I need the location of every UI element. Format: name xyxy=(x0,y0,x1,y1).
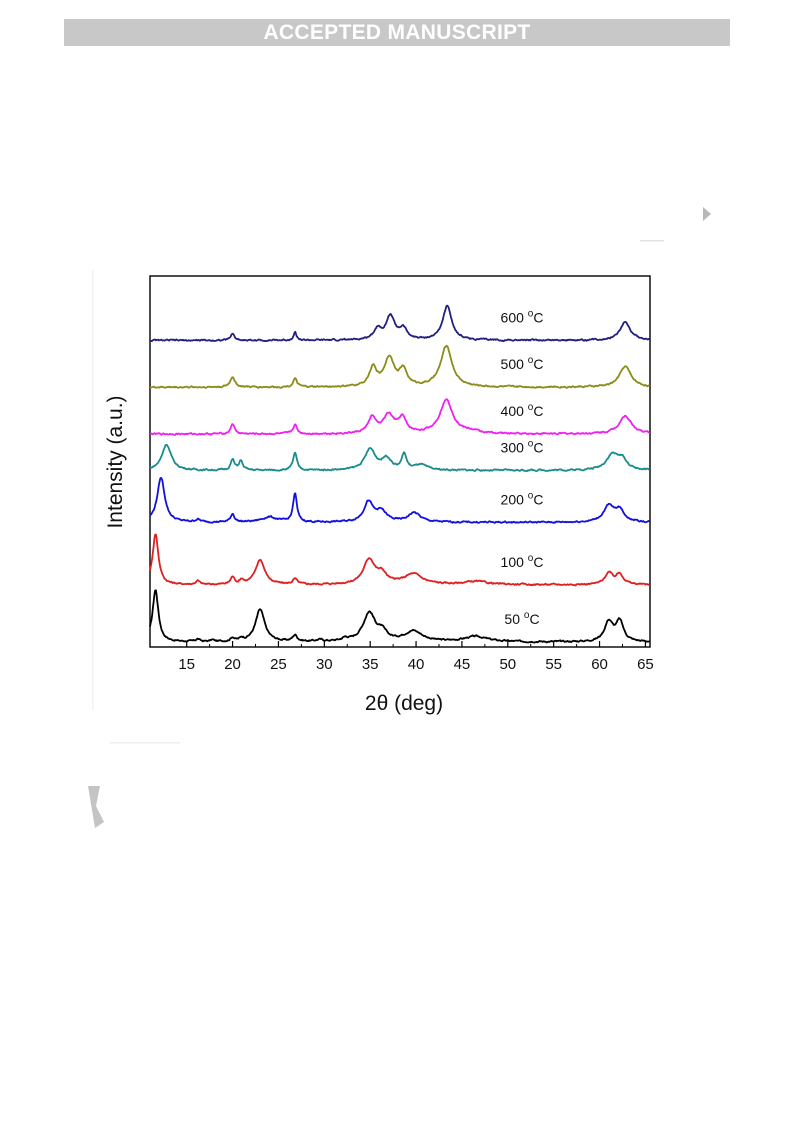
x-tick-label: 30 xyxy=(316,656,333,673)
x-tick-label: 25 xyxy=(270,656,287,673)
x-axis-tick-labels: 15 20 25 30 35 40 45 50 55 60 65 xyxy=(178,656,653,673)
x-axis-title: 2θ (deg) xyxy=(365,692,443,715)
x-tick-label: 35 xyxy=(362,656,379,673)
series-line-600c xyxy=(149,304,651,343)
series-label-500c: 500 oC xyxy=(501,355,544,372)
scan-artifacts xyxy=(88,207,711,828)
x-axis-ticks xyxy=(186,641,647,647)
series-label-600c: 600 oC xyxy=(501,308,544,325)
y-axis-title: Intensity (a.u.) xyxy=(104,395,127,528)
series-line-300c xyxy=(149,444,651,473)
x-tick-label: 15 xyxy=(178,656,195,673)
series-line-100c xyxy=(149,533,650,587)
series-line-50c xyxy=(149,589,651,644)
series-label-200c: 200 oC xyxy=(501,490,544,507)
series-lines xyxy=(149,304,651,644)
x-tick-label: 50 xyxy=(499,656,516,673)
x-tick-label: 45 xyxy=(454,656,471,673)
series-label-50c: 50 oC xyxy=(504,610,539,627)
series-label-100c: 100 oC xyxy=(501,553,544,570)
x-tick-label: 60 xyxy=(591,656,608,673)
x-tick-label: 20 xyxy=(224,656,241,673)
series-line-400c xyxy=(149,398,651,436)
plot-frame xyxy=(149,275,651,648)
series-line-200c xyxy=(149,476,651,524)
series-line-500c xyxy=(149,344,651,389)
x-tick-label: 65 xyxy=(637,656,654,673)
series-label-300c: 300 oC xyxy=(501,438,544,455)
x-tick-label: 40 xyxy=(408,656,425,673)
series-label-400c: 400 oC xyxy=(501,402,544,419)
x-tick-label: 55 xyxy=(545,656,562,673)
series-labels: 50 oC 100 oC 200 oC 300 oC 400 oC 500 oC 600 o… xyxy=(501,308,544,627)
accepted-manuscript-banner: ACCEPTED MANUSCRIPT xyxy=(64,19,730,46)
